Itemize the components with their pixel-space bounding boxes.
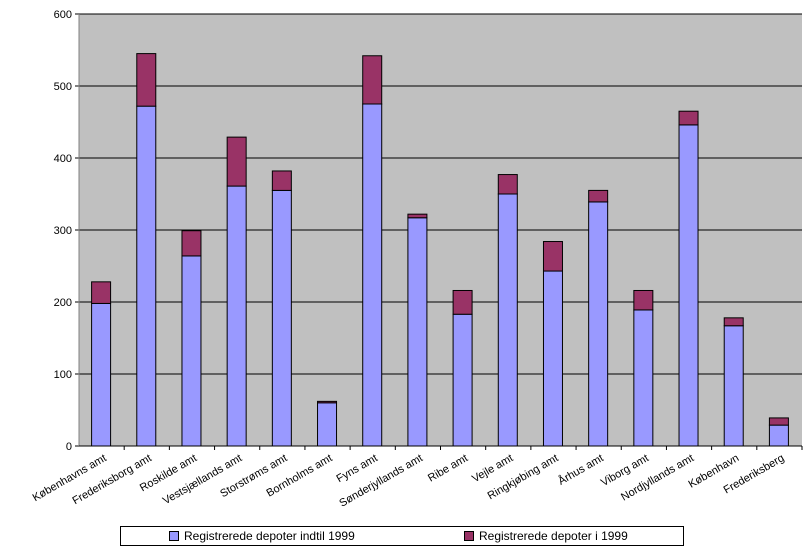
bar-until-1999	[317, 402, 338, 447]
legend: Registrerede depoter indtil 1999 Registr…	[120, 526, 684, 546]
bar-in-1999	[362, 55, 383, 105]
y-tick-label: 200	[54, 297, 72, 309]
y-tick-labels: 0 100 200 300 400 500 600	[54, 9, 72, 453]
bar-until-1999	[452, 313, 473, 447]
bars	[91, 53, 789, 447]
y-tick-label: 500	[54, 81, 72, 93]
bar-in-1999	[317, 400, 338, 404]
legend-swatch-in-1999	[464, 531, 474, 541]
bar-in-1999	[588, 189, 609, 203]
x-category-label: Ribe amt	[426, 452, 470, 484]
bar-until-1999	[407, 217, 428, 447]
bar-until-1999	[271, 189, 292, 447]
bar-until-1999	[723, 325, 744, 447]
bar-in-1999	[452, 289, 473, 315]
bar-in-1999	[91, 281, 112, 304]
bar-in-1999	[181, 230, 202, 257]
bar-until-1999	[542, 270, 563, 447]
bar-until-1999	[181, 255, 202, 447]
y-tick-label: 600	[54, 9, 72, 21]
legend-label-until-1999: Registrerede depoter indtil 1999	[184, 529, 355, 543]
bar-in-1999	[407, 213, 428, 219]
bar-in-1999	[542, 241, 563, 272]
y-tick-label: 300	[54, 225, 72, 237]
bar-in-1999	[723, 317, 744, 327]
bar-in-1999	[633, 289, 654, 311]
bar-in-1999	[226, 136, 247, 187]
bar-until-1999	[226, 185, 247, 447]
legend-item-in-1999: Registrerede depoter i 1999	[464, 529, 628, 543]
bar-until-1999	[678, 124, 699, 447]
legend-label-in-1999: Registrerede depoter i 1999	[479, 529, 628, 543]
legend-swatch-until-1999	[169, 531, 179, 541]
bar-until-1999	[768, 424, 789, 447]
bar-until-1999	[136, 105, 157, 447]
y-tick-label: 400	[54, 153, 72, 165]
bar-in-1999	[678, 110, 699, 126]
bar-until-1999	[362, 103, 383, 447]
y-tick-label: 0	[66, 441, 72, 453]
bar-in-1999	[136, 53, 157, 107]
x-category-label: Frederiksborg amt	[70, 452, 153, 507]
x-category-label: Vestsjællands amt	[161, 452, 244, 507]
x-category-label: Århus amt	[556, 451, 606, 487]
y-tick-label: 100	[54, 369, 72, 381]
bar-until-1999	[633, 309, 654, 447]
bar-in-1999	[768, 417, 789, 426]
bar-in-1999	[271, 170, 292, 191]
legend-item-until-1999: Registrerede depoter indtil 1999	[169, 529, 355, 543]
bar-until-1999	[588, 201, 609, 447]
bar-until-1999	[91, 302, 112, 447]
bar-until-1999	[497, 193, 518, 447]
bar-in-1999	[497, 174, 518, 195]
x-category-label: Sønderjyllands amt	[337, 452, 425, 509]
